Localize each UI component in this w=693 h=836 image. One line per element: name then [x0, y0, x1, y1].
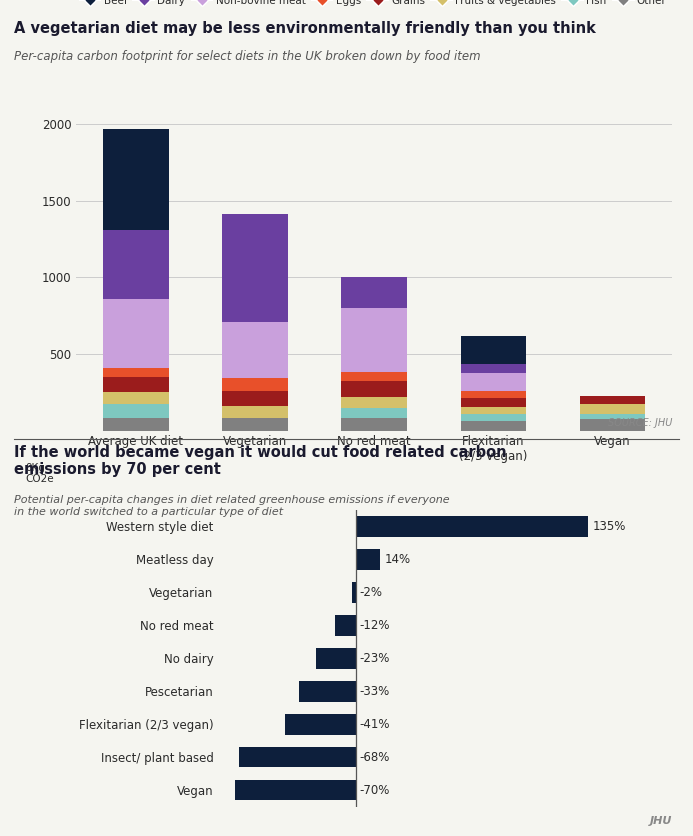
Bar — [222, 215, 288, 322]
Bar — [103, 418, 168, 431]
Text: 0Kg
CO2e: 0Kg CO2e — [26, 463, 54, 484]
Bar — [342, 278, 407, 308]
Text: -68%: -68% — [359, 751, 389, 764]
Bar — [342, 381, 407, 397]
Bar — [222, 390, 288, 406]
Bar — [286, 714, 356, 735]
Bar — [103, 298, 168, 368]
Bar — [236, 780, 356, 801]
Bar — [580, 419, 645, 431]
Bar — [103, 230, 168, 298]
Text: 135%: 135% — [593, 520, 626, 533]
Legend: Beef, Dairy, Non-bovine meat, Eggs, Grains, Fruits & vegetables, Fish, Other: Beef, Dairy, Non-bovine meat, Eggs, Grai… — [76, 0, 671, 10]
Bar — [103, 129, 168, 230]
Bar — [222, 379, 288, 390]
Bar — [222, 406, 288, 418]
Text: A vegetarian diet may be less environmentally friendly than you think: A vegetarian diet may be less environmen… — [14, 21, 596, 36]
Bar — [239, 747, 356, 767]
Bar — [342, 397, 407, 408]
Text: -70%: -70% — [359, 784, 389, 797]
Bar — [342, 372, 407, 381]
Text: Potential per-capita changes in diet related greenhouse emissions if everyone
in: Potential per-capita changes in diet rel… — [14, 495, 450, 517]
Text: -2%: -2% — [359, 586, 383, 599]
Bar — [356, 516, 588, 537]
Bar — [342, 408, 407, 418]
Bar — [461, 415, 526, 421]
Text: SOURCE: JHU: SOURCE: JHU — [608, 418, 672, 428]
Bar — [580, 415, 645, 419]
Bar — [222, 322, 288, 379]
Bar — [580, 396, 645, 404]
Bar — [316, 648, 356, 669]
Bar — [461, 364, 526, 373]
Bar — [461, 373, 526, 391]
Text: -23%: -23% — [359, 652, 389, 665]
Bar — [461, 407, 526, 415]
Bar — [352, 582, 356, 603]
Text: JHU: JHU — [650, 816, 672, 826]
Bar — [103, 405, 168, 418]
Text: -41%: -41% — [359, 718, 389, 731]
Bar — [299, 681, 356, 701]
Bar — [103, 377, 168, 392]
Bar — [461, 391, 526, 398]
Bar — [461, 398, 526, 407]
Bar — [342, 308, 407, 372]
Text: -33%: -33% — [359, 685, 389, 698]
Text: 14%: 14% — [385, 553, 411, 566]
Bar — [342, 418, 407, 431]
Bar — [335, 615, 356, 635]
Bar — [222, 418, 288, 431]
Bar — [580, 404, 645, 415]
Bar — [103, 368, 168, 377]
Bar — [103, 392, 168, 405]
Bar — [461, 335, 526, 364]
Bar — [461, 421, 526, 431]
Text: Per-capita carbon footprint for select diets in the UK broken down by food item: Per-capita carbon footprint for select d… — [14, 50, 480, 64]
Bar — [356, 549, 380, 569]
Text: -12%: -12% — [359, 619, 389, 632]
Text: If the world became vegan it would cut food related carbon
emissions by 70 per c: If the world became vegan it would cut f… — [14, 445, 507, 477]
